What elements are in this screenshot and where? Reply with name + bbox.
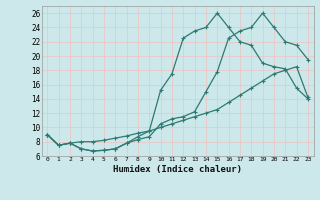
X-axis label: Humidex (Indice chaleur): Humidex (Indice chaleur) bbox=[113, 165, 242, 174]
